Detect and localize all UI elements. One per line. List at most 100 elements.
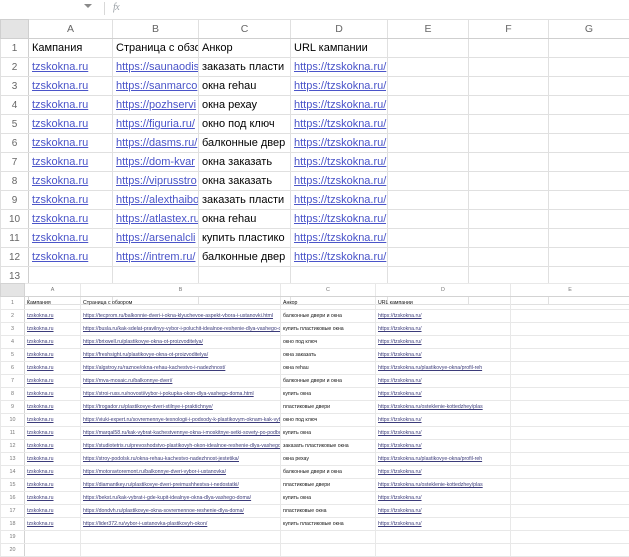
bcell-b17[interactable]: https://dondvh.ru/plastikovye-okna-sovre… xyxy=(81,505,281,518)
bcell-a8[interactable]: tzskokna.ru xyxy=(25,388,81,401)
bcell-a16[interactable]: tzskokna.ru xyxy=(25,492,81,505)
brow-header-4[interactable]: 4 xyxy=(1,336,25,349)
cell-blank-4-0[interactable] xyxy=(388,96,469,115)
bcell-blank-8-0[interactable] xyxy=(511,388,629,401)
row-header-11[interactable]: 11 xyxy=(1,229,29,248)
cell-blank-4-2[interactable] xyxy=(549,96,629,115)
bcell-blank-17-0[interactable] xyxy=(511,505,629,518)
bcell-a6[interactable]: tzskokna.ru xyxy=(25,362,81,375)
cell-a5[interactable]: tzskokna.ru xyxy=(29,115,113,134)
bcell-c3[interactable]: купить пластиковые окна xyxy=(281,323,376,336)
bcell-blank-9-0[interactable] xyxy=(511,401,629,414)
bcell-c19[interactable] xyxy=(281,531,376,544)
cell-blank-9-0[interactable] xyxy=(388,191,469,210)
table-row[interactable]: 19 xyxy=(1,531,629,544)
bcell-b7[interactable]: https://rnva-mosaic.ru/balkonnye-dveri/ xyxy=(81,375,281,388)
bcell-a20[interactable] xyxy=(25,544,81,557)
bcell-d11[interactable]: https://tzskokna.ru/ xyxy=(376,427,511,440)
chevron-down-icon[interactable] xyxy=(84,4,92,8)
cell-d9[interactable]: https://tzskokna.ru/ xyxy=(291,191,388,210)
cell-blank-8-2[interactable] xyxy=(549,172,629,191)
select-all-corner[interactable] xyxy=(1,20,29,39)
cell-a6[interactable]: tzskokna.ru xyxy=(29,134,113,153)
cell-blank-11-1[interactable] xyxy=(469,229,549,248)
cell-d8[interactable]: https://tzskokna.ru/ xyxy=(291,172,388,191)
cell-blank-3-1[interactable] xyxy=(469,77,549,96)
brow-header-9[interactable]: 9 xyxy=(1,401,25,414)
cell-blank-2-0[interactable] xyxy=(388,58,469,77)
cell-c7[interactable]: окна заказать xyxy=(199,153,291,172)
bcell-d20[interactable] xyxy=(376,544,511,557)
cell-b10[interactable]: https://atlastex.ru xyxy=(113,210,199,229)
cell-blank-12-2[interactable] xyxy=(549,248,629,267)
bcell-c13[interactable]: окна рехау xyxy=(281,453,376,466)
cell-blank-10-1[interactable] xyxy=(469,210,549,229)
bcell-d1[interactable]: URL кампании xyxy=(376,297,511,310)
cell-blank-11-0[interactable] xyxy=(388,229,469,248)
bcell-d5[interactable]: https://tzskokna.ru/ xyxy=(376,349,511,362)
bcell-blank-6-0[interactable] xyxy=(511,362,629,375)
bcell-d4[interactable]: https://tzskokna.ru/ xyxy=(376,336,511,349)
brow-header-7[interactable]: 7 xyxy=(1,375,25,388)
top-col-header-c[interactable]: C xyxy=(199,20,291,39)
bcell-a5[interactable]: tzskokna.ru xyxy=(25,349,81,362)
bcell-blank-2-0[interactable] xyxy=(511,310,629,323)
row-header-3[interactable]: 3 xyxy=(1,77,29,96)
cell-blank-10-0[interactable] xyxy=(388,210,469,229)
cell-blank-2-2[interactable] xyxy=(549,58,629,77)
cell-blank-7-1[interactable] xyxy=(469,153,549,172)
cell-blank-11-2[interactable] xyxy=(549,229,629,248)
cell-b11[interactable]: https://arsenalcli xyxy=(113,229,199,248)
brow-header-11[interactable]: 11 xyxy=(1,427,25,440)
cell-blank-6-0[interactable] xyxy=(388,134,469,153)
bcell-blank-20-0[interactable] xyxy=(511,544,629,557)
bcell-d12[interactable]: https://tzskokna.ru/ xyxy=(376,440,511,453)
bcell-b5[interactable]: https://freshsight.ru/plastikovye-okna-o… xyxy=(81,349,281,362)
select-all-corner-bottom[interactable] xyxy=(1,284,25,297)
bcell-b3[interactable]: https://busla.ru/kak-sdelat-pravilnyy-vy… xyxy=(81,323,281,336)
cell-d7[interactable]: https://tzskokna.ru/ xyxy=(291,153,388,172)
cell-c10[interactable]: окна rehau xyxy=(199,210,291,229)
cell-b7[interactable]: https://dom-kvar xyxy=(113,153,199,172)
brow-header-6[interactable]: 6 xyxy=(1,362,25,375)
cell-a11[interactable]: tzskokna.ru xyxy=(29,229,113,248)
brow-header-10[interactable]: 10 xyxy=(1,414,25,427)
row-header-2[interactable]: 2 xyxy=(1,58,29,77)
bcell-c9[interactable]: пластиковые двери xyxy=(281,401,376,414)
cell-c11[interactable]: купить пластико xyxy=(199,229,291,248)
cell-a7[interactable]: tzskokna.ru xyxy=(29,153,113,172)
brow-header-13[interactable]: 13 xyxy=(1,453,25,466)
bcell-c1[interactable]: Анкор xyxy=(281,297,376,310)
cell-blank-8-0[interactable] xyxy=(388,172,469,191)
bcell-c8[interactable]: купить окна xyxy=(281,388,376,401)
cell-blank-4-1[interactable] xyxy=(469,96,549,115)
cell-b1[interactable]: Страница с обзором xyxy=(113,39,199,58)
cell-e1[interactable] xyxy=(388,39,469,58)
row-header-8[interactable]: 8 xyxy=(1,172,29,191)
top-row-header-1[interactable]: 1 xyxy=(1,39,29,58)
bcell-c17[interactable]: пластиковые окна xyxy=(281,505,376,518)
cell-a1[interactable]: Кампания xyxy=(29,39,113,58)
cell-c12[interactable]: балконные двер xyxy=(199,248,291,267)
bcell-b2[interactable]: https://tecprom.ru/balkonnie-dveri-i-okn… xyxy=(81,310,281,323)
bcell-a4[interactable]: tzskokna.ru xyxy=(25,336,81,349)
bcell-a12[interactable]: tzskokna.ru xyxy=(25,440,81,453)
cell-g1[interactable] xyxy=(549,39,629,58)
bcell-blank-3-0[interactable] xyxy=(511,323,629,336)
bcell-a17[interactable]: tzskokna.ru xyxy=(25,505,81,518)
brow-header-15[interactable]: 15 xyxy=(1,479,25,492)
bottom-col-header-c[interactable]: C xyxy=(281,284,376,297)
bcell-d16[interactable]: https://tzskokna.ru/ xyxy=(376,492,511,505)
top-col-header-a[interactable]: A xyxy=(29,20,113,39)
